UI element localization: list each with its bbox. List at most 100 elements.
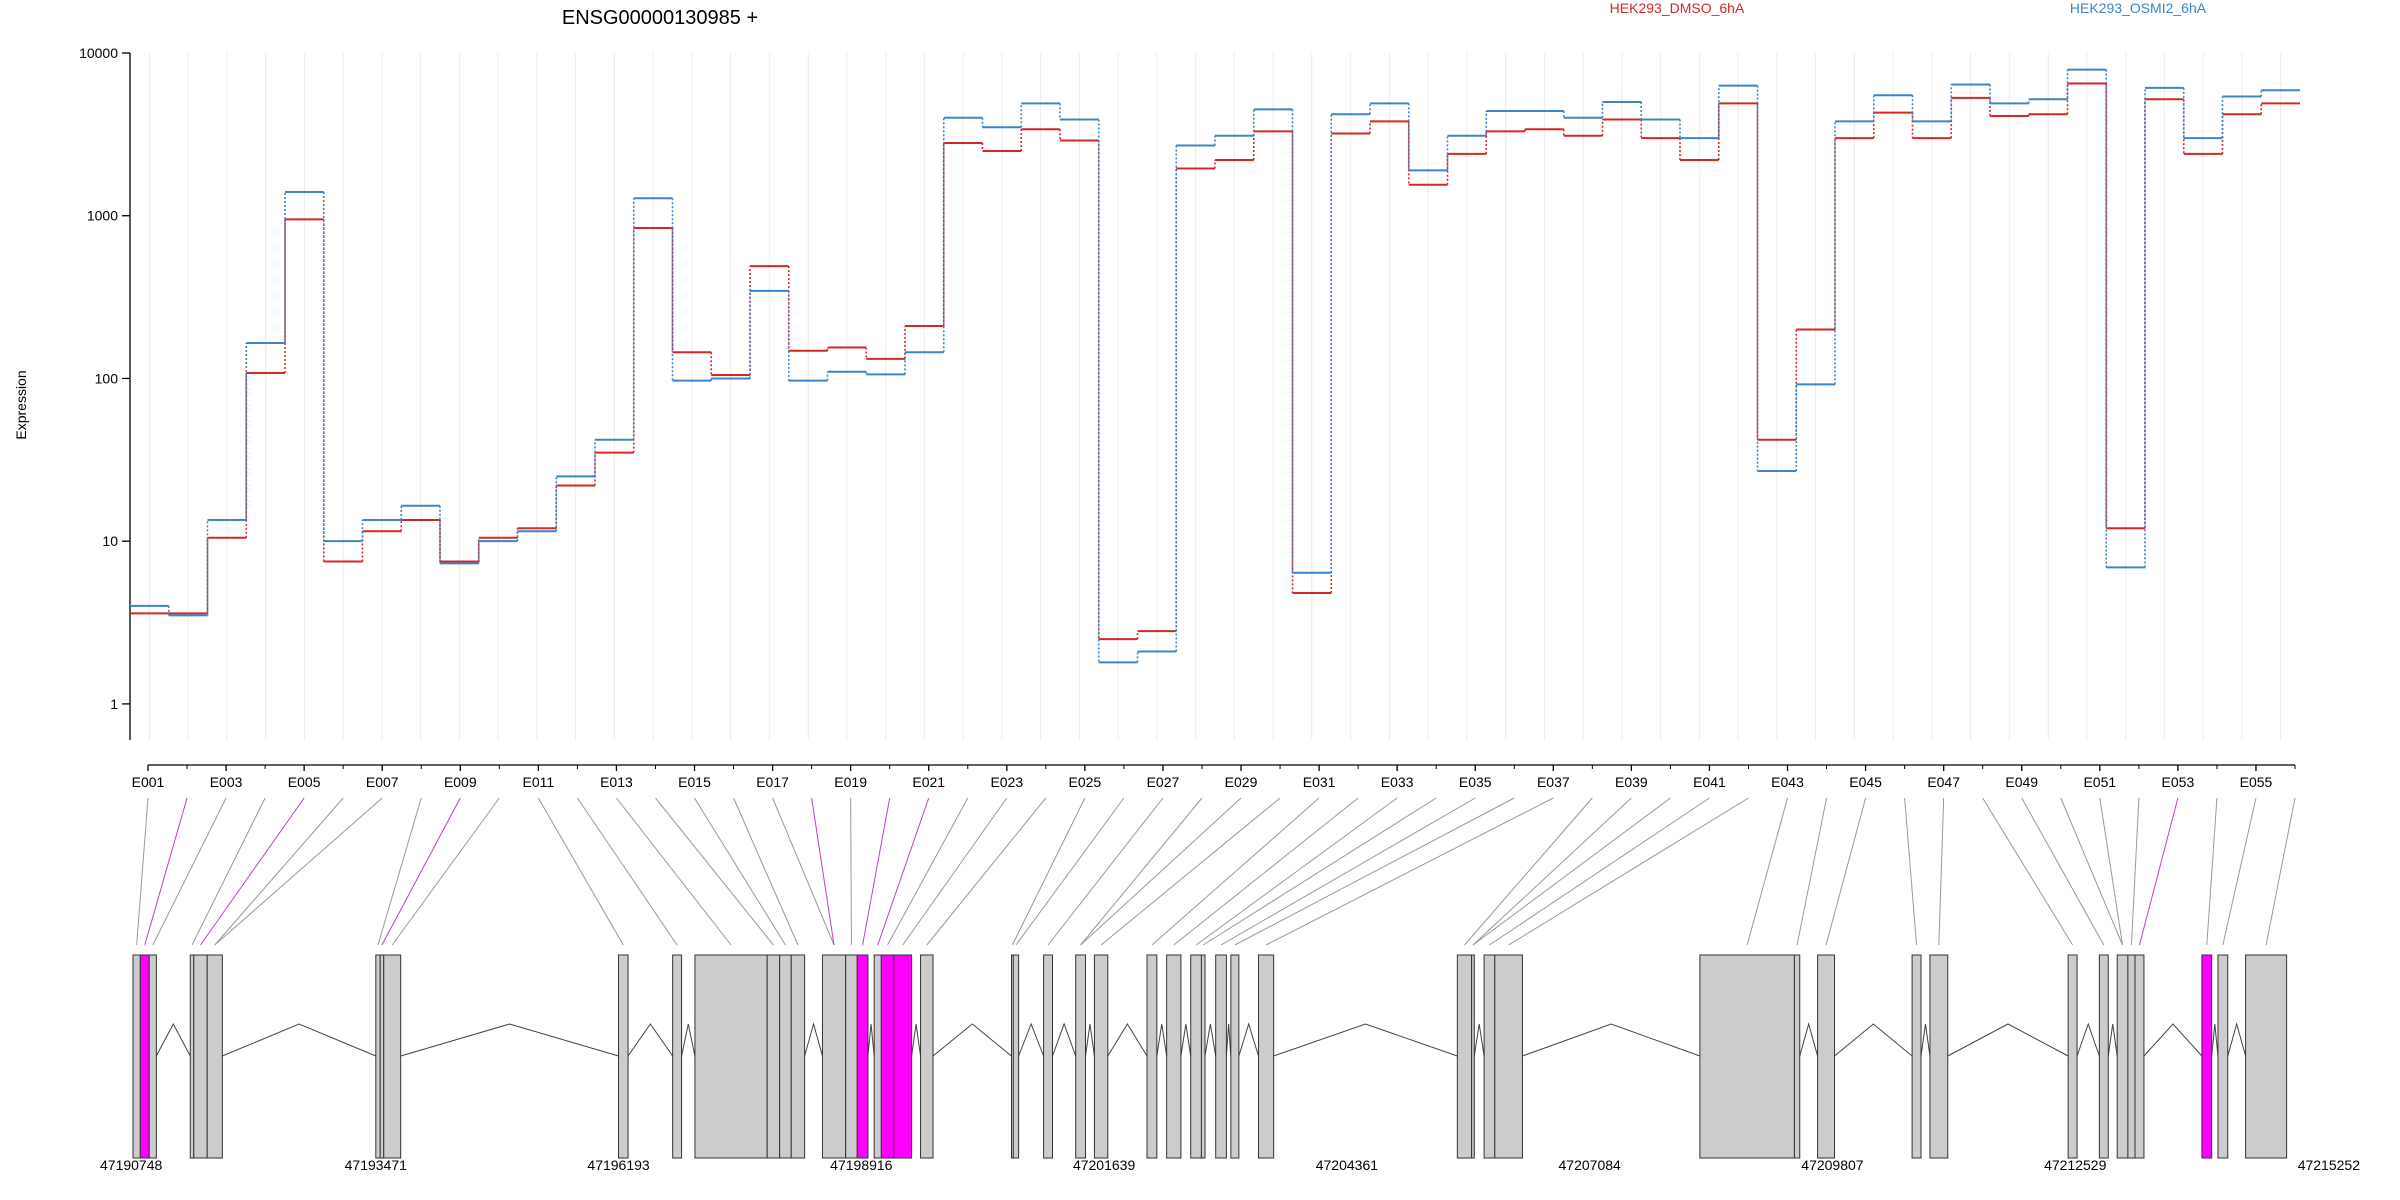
exon-block: [920, 954, 934, 1159]
exon-connector: [1011, 797, 1086, 946]
intron: [1052, 1022, 1077, 1057]
exon-connector: [2222, 797, 2257, 946]
exon-tick-label: E047: [1927, 774, 1960, 790]
exon-tick-label: E009: [444, 774, 477, 790]
exon-block: [2098, 954, 2109, 1159]
exon-tick-label: E005: [288, 774, 321, 790]
intron: [1107, 1023, 1148, 1057]
chart-title: ENSG00000130985 +: [562, 7, 758, 29]
exon-connector: [214, 797, 344, 946]
gridlines: [148, 53, 2282, 740]
exon-connector: [877, 797, 930, 946]
coordinate-label: 47207084: [1559, 1157, 1622, 1173]
exon-block: [1817, 954, 1836, 1159]
exon-block: [2134, 954, 2145, 1159]
exon-connector: [694, 797, 786, 946]
intron: [400, 1023, 619, 1057]
exon-block: [694, 954, 768, 1159]
exon-connector: [136, 797, 149, 946]
exon-tick-label: E037: [1537, 774, 1570, 790]
intron: [1085, 1023, 1095, 1057]
exon-connector: [1746, 797, 1789, 946]
exon-block: [873, 954, 882, 1159]
coordinate-axis: 47190748 47193471 47196193 47198916 47201639…: [100, 1157, 2360, 1173]
coordinate-label: 47204361: [1316, 1157, 1379, 1173]
exon-connector: [391, 797, 500, 946]
intron: [222, 1023, 376, 1057]
exon-block: [2245, 954, 2288, 1159]
coordinate-label: 47209807: [1801, 1157, 1864, 1173]
exon-block: [1093, 954, 1109, 1159]
exon-tick-label: E049: [2005, 774, 2038, 790]
exon-connector: [1202, 797, 1437, 946]
exon-block: [189, 954, 195, 1159]
exon-tick-label: E043: [1771, 774, 1804, 790]
exon-axis: E001 E003 E005 E007 E009 E011 E013 E015 E017 E019…: [132, 764, 2296, 790]
coordinate-label: 47198916: [830, 1157, 893, 1173]
series-dmso: [130, 82, 2300, 641]
intron: [2211, 1023, 2219, 1057]
exon-connector: [377, 797, 422, 946]
exon-block: [1200, 954, 1206, 1159]
exon-tick-label: E055: [2240, 774, 2273, 790]
y-tick-label: 100: [95, 370, 119, 386]
exon-tick-label: E023: [990, 774, 1023, 790]
intron: [681, 1023, 696, 1057]
exon-tick-label: E033: [1381, 774, 1414, 790]
exon-block: [132, 954, 141, 1159]
exon-connector: [1234, 797, 1515, 946]
exon-block: [379, 954, 385, 1159]
exon-block: [845, 954, 858, 1159]
exon-connector: [1151, 797, 1320, 946]
exon-block-highlight: [856, 954, 869, 1159]
y-axis-label: Expression: [13, 370, 29, 439]
exon-connector: [1904, 797, 1918, 946]
exon-block: [1456, 954, 1473, 1159]
exon-tick-label: E031: [1303, 774, 1336, 790]
exon-block: [1043, 954, 1054, 1159]
intron: [1834, 1023, 1913, 1057]
intron: [2107, 1023, 2118, 1057]
exon-connector: [1220, 797, 1476, 946]
series-lines: [130, 68, 2300, 664]
exon-block: [779, 954, 792, 1159]
intron: [1799, 1022, 1819, 1057]
series-osmi2: [130, 68, 2300, 664]
exon-tick-label: E019: [834, 774, 867, 790]
intron: [867, 1023, 875, 1057]
exon-connector: [2265, 797, 2296, 946]
exon-connector: [576, 797, 678, 946]
intron: [1225, 1023, 1232, 1057]
exon-tick-label: E007: [366, 774, 399, 790]
intron: [932, 1023, 1012, 1057]
exon-block: [375, 954, 381, 1159]
intron: [911, 1023, 922, 1057]
intron: [1920, 1023, 1931, 1057]
exon-tick-label: E015: [678, 774, 711, 790]
exon-connector: [1047, 797, 1164, 946]
exon-connector: [1080, 797, 1203, 946]
intron: [2143, 1023, 2203, 1057]
exon-block: [2217, 954, 2229, 1159]
exon-block: [1257, 954, 1275, 1159]
coordinate-label: 47215252: [2298, 1157, 2361, 1173]
intron: [1947, 1023, 2069, 1057]
exon-block: [1166, 954, 1182, 1159]
intron: [1522, 1023, 1701, 1057]
exon-tick-label: E025: [1069, 774, 1102, 790]
coordinate-label: 47201639: [1073, 1157, 1136, 1173]
exon-block: [790, 954, 806, 1159]
exon-connector: [2206, 797, 2218, 946]
exon-tick-label: E051: [2083, 774, 2116, 790]
exon-connector: [1825, 797, 1867, 946]
exon-connector: [1796, 797, 1828, 946]
y-tick-label: 10: [102, 533, 118, 549]
exon-block-highlight: [880, 954, 895, 1159]
exon-tick-label: E045: [1849, 774, 1882, 790]
exon-connector: [1472, 797, 1632, 946]
y-tick-label: 10000: [79, 45, 118, 61]
intron: [1204, 1023, 1217, 1057]
exon-connector: [144, 797, 188, 946]
exon-block: [2116, 954, 2129, 1159]
